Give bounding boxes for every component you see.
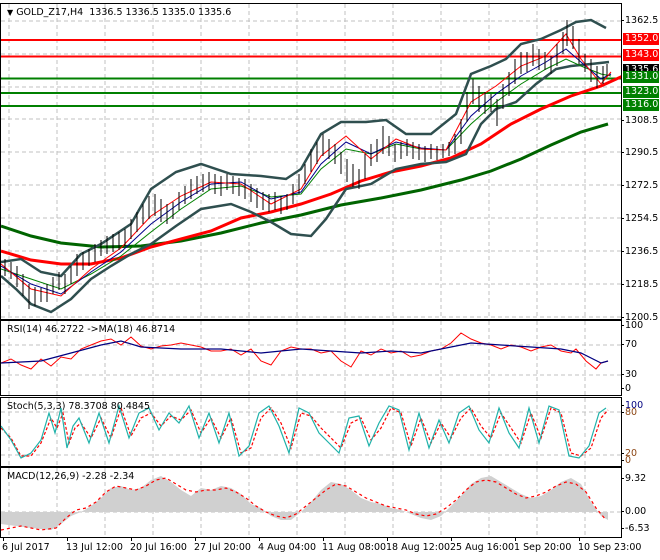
ma-long-red xyxy=(1,75,621,266)
price-tick: 1362.5 xyxy=(620,15,659,26)
rsi-tick: 30 xyxy=(620,369,638,380)
stoch-tick: 20 xyxy=(620,448,638,459)
macd-tick: 0.00 xyxy=(620,506,647,517)
stoch-tick: 80 xyxy=(620,407,638,418)
rsi-label: RSI(14) 46.2722 ->MA(18) 46.8714 xyxy=(7,324,176,335)
stoch-signal-line xyxy=(1,406,609,457)
stoch-canvas xyxy=(1,398,621,466)
macd-axis: 9.32 0.00 -6.53 xyxy=(620,467,660,538)
stoch-tick: 0 xyxy=(620,455,632,466)
level-tag-1323: 1323.0 xyxy=(623,86,659,98)
level-tag-1352: 1352.0 xyxy=(623,33,659,45)
level-tag-1331: 1331.0 xyxy=(623,71,659,83)
symbol-label: GOLD_Z17,H4 xyxy=(16,7,84,18)
stoch-label: Stoch(5,3,3) 78.3708 80.4845 xyxy=(7,401,151,412)
price-tick: 1272.5 xyxy=(620,180,659,191)
macd-panel[interactable]: MACD(12,26,9) -2.28 -2.34 xyxy=(0,467,622,538)
bollinger-upper xyxy=(1,18,607,278)
time-label: 25 Aug 16:00 xyxy=(450,542,515,553)
time-label: 6 Jul 2017 xyxy=(2,542,50,553)
stoch-tick: 100 xyxy=(620,400,644,411)
price-tick: 1254.5 xyxy=(620,213,659,224)
time-label: 27 Jul 20:00 xyxy=(194,542,251,553)
time-label: 20 Jul 16:00 xyxy=(130,542,187,553)
level-tag-1316: 1316.0 xyxy=(623,99,659,111)
price-chart-panel[interactable]: ▼ GOLD_Z17,H4 1336.5 1336.5 1335.0 1335.… xyxy=(0,3,622,320)
price-tick: 1236.5 xyxy=(620,246,659,257)
rsi-tick: 100 xyxy=(620,320,644,331)
time-label: 10 Sep 23:00 xyxy=(578,542,642,553)
price-bars xyxy=(4,20,608,309)
triangle-down-icon[interactable]: ▼ xyxy=(7,8,14,17)
chart-title: ▼ GOLD_Z17,H4 1336.5 1336.5 1335.0 1335.… xyxy=(7,7,231,18)
price-axis[interactable]: 1362.5 1308.5 1290.5 1272.5 1254.5 1236.… xyxy=(620,3,660,323)
level-tag-1343: 1343.0 xyxy=(623,49,659,61)
rsi-canvas xyxy=(1,321,621,395)
stoch-main-line xyxy=(1,403,607,459)
rsi-line xyxy=(1,332,609,370)
price-tick: 1218.5 xyxy=(620,279,659,290)
ohlc-values: 1336.5 1336.5 1335.0 1335.6 xyxy=(89,7,232,18)
macd-label: MACD(12,26,9) -2.28 -2.34 xyxy=(7,471,135,482)
price-tick: 1308.5 xyxy=(620,115,659,126)
macd-tick: 9.32 xyxy=(620,473,647,484)
bollinger-lower xyxy=(1,60,610,314)
rsi-panel[interactable]: RSI(14) 46.2722 ->MA(18) 46.8714 xyxy=(0,320,622,396)
macd-histogram xyxy=(1,476,608,530)
time-label: 13 Jul 12:00 xyxy=(66,542,123,553)
ma-fast-red xyxy=(1,33,612,297)
macd-canvas xyxy=(1,468,621,537)
level-lines xyxy=(1,39,621,107)
time-label: 1 Sep 20:00 xyxy=(514,542,572,553)
ma-slow-green xyxy=(1,58,612,290)
stoch-panel[interactable]: Stoch(5,3,3) 78.3708 80.4845 xyxy=(0,397,622,467)
time-label: 18 Aug 12:00 xyxy=(386,542,451,553)
stoch-axis: 100 80 20 0 xyxy=(620,397,660,467)
ma-mid-blue xyxy=(1,48,612,295)
macd-signal-line xyxy=(1,477,607,531)
rsi-ma-line xyxy=(1,340,609,364)
macd-tick: -6.53 xyxy=(621,523,650,534)
price-tick: 1290.5 xyxy=(620,147,659,158)
price-tick: 1200.5 xyxy=(620,312,659,323)
time-label: 11 Aug 08:00 xyxy=(322,542,387,553)
rsi-tick: 0 xyxy=(620,383,632,394)
rsi-tick: 70 xyxy=(620,339,638,350)
rsi-axis: 100 70 30 0 xyxy=(620,320,660,396)
price-chart-canvas xyxy=(1,4,621,319)
time-label: 4 Aug 04:00 xyxy=(258,542,317,553)
